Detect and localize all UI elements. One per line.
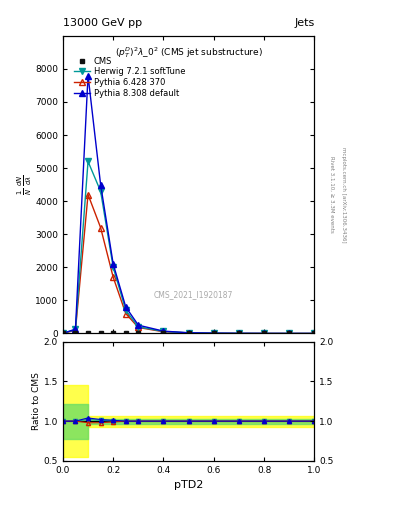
Line: Pythia 6.428 370: Pythia 6.428 370	[60, 192, 317, 336]
Pythia 8.308 default	[98, 182, 103, 188]
X-axis label: pTD2: pTD2	[174, 480, 203, 490]
Herwig 7.2.1 softTune	[312, 330, 317, 336]
CMS	[186, 330, 191, 336]
Text: CMS_2021_I1920187: CMS_2021_I1920187	[154, 290, 233, 299]
Text: Jets: Jets	[294, 18, 314, 28]
Pythia 8.308 default	[123, 304, 128, 310]
Pythia 6.428 370	[111, 274, 116, 280]
Pythia 6.428 370	[262, 330, 266, 336]
Pythia 6.428 370	[237, 330, 241, 336]
Pythia 6.428 370	[211, 330, 216, 336]
Y-axis label: $\frac{1}{N}$ $\frac{dN}{d\lambda}$: $\frac{1}{N}$ $\frac{dN}{d\lambda}$	[15, 174, 34, 195]
Pythia 6.428 370	[86, 191, 90, 198]
Herwig 7.2.1 softTune	[73, 326, 78, 332]
Pythia 8.308 default	[86, 72, 90, 78]
Pythia 8.308 default	[111, 261, 116, 267]
Herwig 7.2.1 softTune	[237, 330, 241, 336]
Pythia 8.308 default	[61, 330, 65, 336]
Pythia 8.308 default	[136, 322, 141, 328]
CMS	[237, 330, 241, 336]
Pythia 6.428 370	[312, 330, 317, 336]
Text: Rivet 3.1.10, ≥ 3.3M events: Rivet 3.1.10, ≥ 3.3M events	[330, 156, 334, 233]
Pythia 6.428 370	[73, 327, 78, 333]
CMS	[161, 330, 166, 336]
CMS	[61, 330, 65, 336]
CMS	[111, 330, 116, 336]
CMS	[98, 330, 103, 336]
CMS	[312, 330, 317, 336]
Herwig 7.2.1 softTune	[186, 330, 191, 336]
Herwig 7.2.1 softTune	[86, 158, 90, 164]
Line: Pythia 8.308 default: Pythia 8.308 default	[60, 73, 317, 336]
Pythia 6.428 370	[186, 330, 191, 336]
Pythia 8.308 default	[312, 330, 317, 336]
CMS	[262, 330, 266, 336]
Pythia 8.308 default	[237, 330, 241, 336]
Pythia 8.308 default	[161, 328, 166, 334]
Pythia 6.428 370	[61, 330, 65, 336]
Herwig 7.2.1 softTune	[161, 328, 166, 334]
Herwig 7.2.1 softTune	[211, 330, 216, 336]
Text: mcplots.cern.ch [arXiv:1306.3436]: mcplots.cern.ch [arXiv:1306.3436]	[342, 147, 346, 242]
Line: Herwig 7.2.1 softTune: Herwig 7.2.1 softTune	[60, 159, 317, 336]
CMS	[73, 330, 78, 336]
Pythia 6.428 370	[136, 325, 141, 331]
Herwig 7.2.1 softTune	[123, 307, 128, 313]
Line: CMS: CMS	[61, 330, 317, 336]
Legend: CMS, Herwig 7.2.1 softTune, Pythia 6.428 370, Pythia 8.308 default: CMS, Herwig 7.2.1 softTune, Pythia 6.428…	[72, 55, 187, 99]
Herwig 7.2.1 softTune	[287, 330, 292, 336]
Herwig 7.2.1 softTune	[136, 324, 141, 330]
CMS	[136, 330, 141, 336]
Text: 13000 GeV pp: 13000 GeV pp	[63, 18, 142, 28]
Pythia 8.308 default	[186, 330, 191, 336]
Pythia 6.428 370	[123, 310, 128, 316]
Herwig 7.2.1 softTune	[98, 188, 103, 195]
Herwig 7.2.1 softTune	[61, 330, 65, 336]
Text: $(p_T^D)^2\lambda\_0^2$ (CMS jet substructure): $(p_T^D)^2\lambda\_0^2$ (CMS jet substru…	[115, 45, 263, 60]
Pythia 8.308 default	[262, 330, 266, 336]
CMS	[287, 330, 292, 336]
Herwig 7.2.1 softTune	[262, 330, 266, 336]
Pythia 8.308 default	[211, 330, 216, 336]
Pythia 6.428 370	[287, 330, 292, 336]
Pythia 6.428 370	[161, 329, 166, 335]
Y-axis label: Ratio to CMS: Ratio to CMS	[32, 372, 41, 430]
CMS	[211, 330, 216, 336]
Pythia 6.428 370	[98, 225, 103, 231]
Pythia 8.308 default	[73, 326, 78, 332]
Herwig 7.2.1 softTune	[111, 264, 116, 270]
CMS	[86, 330, 90, 336]
Pythia 8.308 default	[287, 330, 292, 336]
CMS	[123, 330, 128, 336]
